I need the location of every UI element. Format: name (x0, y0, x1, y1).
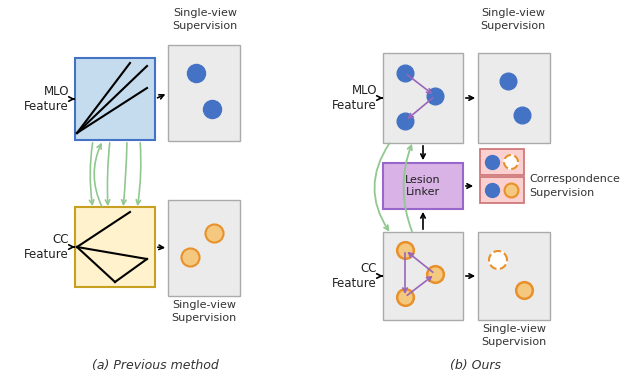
Text: Single-view
Supervision: Single-view Supervision (172, 300, 237, 323)
Text: MLO
Feature: MLO Feature (332, 84, 377, 112)
Bar (75, 58, 155, 140)
Text: CC
Feature: CC Feature (332, 262, 377, 290)
Bar (383, 53, 463, 143)
Text: (a) Previous method: (a) Previous method (92, 359, 218, 372)
Bar (168, 45, 240, 141)
Text: MLO
Feature: MLO Feature (24, 85, 69, 113)
Bar (383, 232, 463, 320)
Bar (478, 232, 550, 320)
Bar (480, 149, 524, 175)
Polygon shape (489, 251, 507, 269)
Bar (480, 177, 524, 203)
Text: CC
Feature: CC Feature (24, 233, 69, 261)
Bar (478, 53, 550, 143)
Text: Single-view
Supervision: Single-view Supervision (172, 8, 237, 31)
Text: Single-view
Supervision: Single-view Supervision (481, 324, 547, 347)
Polygon shape (504, 155, 518, 169)
Text: Single-view
Supervision: Single-view Supervision (481, 8, 546, 31)
Bar (75, 207, 155, 287)
Bar (168, 200, 240, 296)
Text: (b) Ours: (b) Ours (451, 359, 502, 372)
Bar (383, 163, 463, 209)
Text: Correspondence
Supervision: Correspondence Supervision (529, 175, 620, 198)
Text: Lesion
Linker: Lesion Linker (405, 175, 441, 197)
